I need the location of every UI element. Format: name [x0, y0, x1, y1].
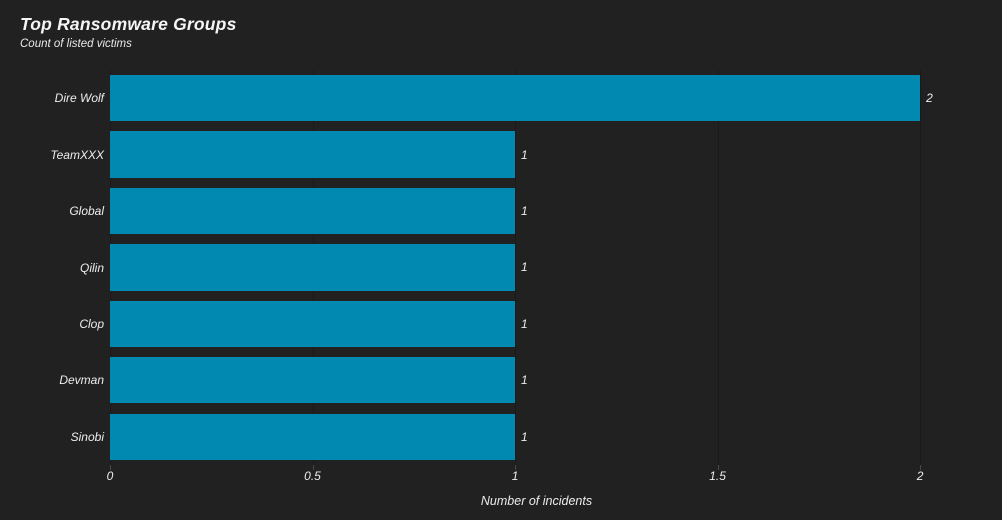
x-tick-label: 1: [511, 469, 519, 483]
x-axis-tickmark: [920, 465, 922, 470]
bar-row: 1: [110, 409, 963, 465]
y-tick-label: Devman: [59, 373, 104, 388]
bar-row: 2: [110, 70, 963, 126]
x-axis-tickmark: [110, 465, 111, 470]
x-axis-tickmark: [515, 465, 517, 470]
y-tick-label: Sinobi: [70, 429, 104, 444]
bar-devman[interactable]: [110, 357, 516, 404]
bar-global[interactable]: [110, 187, 516, 235]
bar-row: 1: [110, 126, 963, 182]
bar-qilin[interactable]: [110, 244, 516, 291]
y-tick-label: Global: [69, 204, 104, 219]
plot-area: 2 1 1 1 1 1 1: [110, 70, 963, 470]
bar-value-label: 1: [521, 260, 528, 275]
x-axis-tickmark: [312, 465, 314, 470]
y-tick-label: Dire Wolf: [54, 91, 104, 106]
bar-clop[interactable]: [110, 300, 516, 348]
gridline: [515, 70, 517, 465]
x-axis-title: Number of incidents: [480, 494, 593, 508]
bar-row: 1: [110, 239, 963, 295]
bar-value-label: 1: [521, 316, 528, 331]
bar-value-label: 1: [521, 429, 528, 444]
x-tick-label: 2: [916, 469, 924, 483]
y-tick-label: TeamXXX: [50, 147, 104, 162]
bar-row: 1: [110, 352, 963, 408]
x-tick-label: 1.5: [709, 469, 726, 483]
bar-value-label: 2: [926, 91, 933, 106]
bar-row: 1: [110, 183, 963, 239]
x-axis-tick-labels: 0 0.5 1 1.5 2: [106, 469, 963, 485]
bar-value-label: 1: [521, 147, 528, 162]
bar-sinobi[interactable]: [110, 413, 516, 460]
y-tick-label: Clop: [79, 316, 104, 331]
bar-teamxxx[interactable]: [110, 131, 516, 178]
x-axis-tickmark: [717, 465, 719, 470]
chart-subtitle: Count of listed victims: [20, 38, 132, 50]
gridline: [717, 70, 719, 465]
y-axis-labels: Dire Wolf TeamXXX Global Qilin Clop Devman Sin…: [0, 70, 104, 465]
chart-title: Top Ransomware Groups: [20, 14, 237, 34]
x-tick-label: 0: [106, 469, 114, 483]
bar-dire-wolf[interactable]: [110, 75, 921, 122]
x-tick-label: 0.5: [304, 469, 321, 483]
y-tick-label: Qilin: [79, 260, 104, 275]
bar-value-label: 1: [521, 373, 528, 388]
bar-row: 1: [110, 296, 963, 352]
bar-value-label: 1: [521, 204, 528, 219]
gridline: [920, 70, 922, 465]
